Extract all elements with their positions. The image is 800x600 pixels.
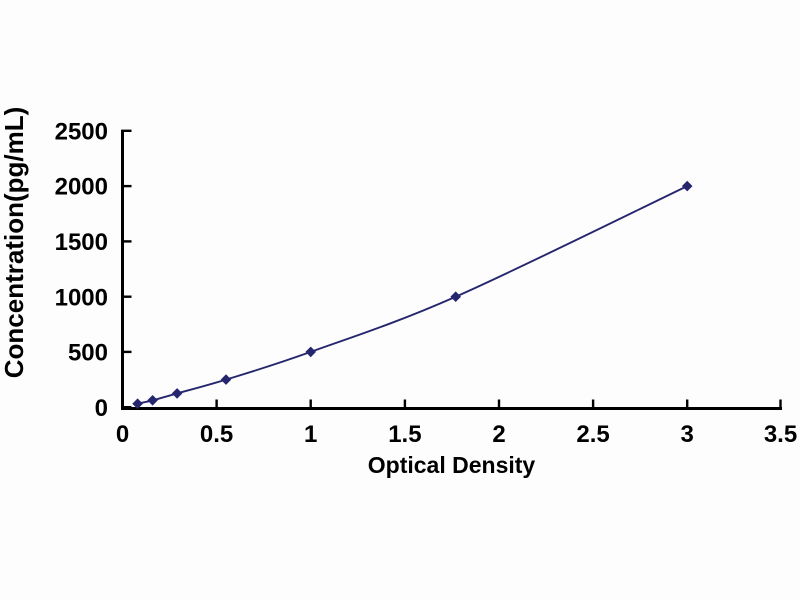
svg-text:2500: 2500 [55, 118, 108, 145]
svg-text:1: 1 [304, 421, 317, 448]
svg-text:1000: 1000 [55, 284, 108, 311]
svg-text:3.5: 3.5 [764, 421, 797, 448]
svg-text:0.5: 0.5 [200, 421, 233, 448]
svg-text:1500: 1500 [55, 229, 108, 256]
svg-text:2000: 2000 [55, 174, 108, 201]
svg-text:Optical Density: Optical Density [368, 452, 536, 478]
svg-text:0: 0 [95, 395, 108, 422]
svg-text:Concentration(pg/mL): Concentration(pg/mL) [0, 107, 29, 379]
svg-text:2.5: 2.5 [576, 421, 609, 448]
svg-text:1.5: 1.5 [388, 421, 421, 448]
svg-text:500: 500 [68, 340, 108, 367]
svg-text:3: 3 [681, 421, 694, 448]
svg-text:2: 2 [492, 421, 505, 448]
svg-text:0: 0 [116, 421, 129, 448]
